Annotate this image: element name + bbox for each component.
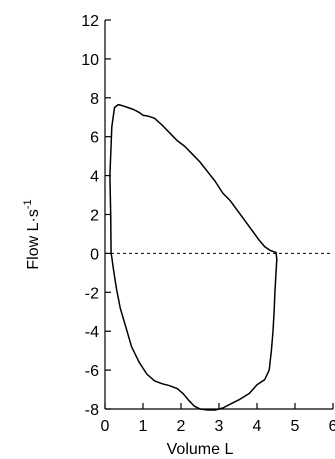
- x-tick-label: 2: [177, 418, 186, 435]
- y-axis-title: Flow L·s-1: [22, 199, 42, 269]
- x-tick-label: 4: [253, 418, 262, 435]
- flow-volume-loop: [109, 103, 278, 411]
- x-tick-label: 6: [329, 418, 335, 435]
- y-tick-label: -2: [85, 285, 99, 302]
- y-tick-label: 2: [90, 208, 99, 225]
- y-tick-label: 4: [90, 169, 99, 186]
- y-tick-label: 8: [90, 91, 99, 108]
- x-tick-label: 3: [215, 418, 224, 435]
- x-tick-label: 5: [291, 418, 300, 435]
- y-axis-title-superscript: -1: [22, 199, 34, 209]
- x-tick-label: 0: [101, 418, 110, 435]
- y-tick-label: 6: [90, 130, 99, 147]
- y-axis: -8 -6 -4 -2 0 2 4 6 8 10 12: [81, 13, 111, 419]
- y-tick-label: 10: [81, 52, 99, 69]
- x-tick-label: 1: [139, 418, 148, 435]
- y-axis-title-main: Flow L·s: [25, 209, 42, 269]
- y-tick-label: 12: [81, 13, 99, 30]
- y-tick-label: -6: [85, 363, 99, 380]
- x-axis: 0 1 2 3 4 5 6: [101, 403, 335, 435]
- x-axis-title: Volume L: [167, 441, 234, 458]
- y-tick-label: -4: [85, 324, 99, 341]
- y-tick-label: -8: [85, 402, 99, 419]
- y-tick-label: 0: [90, 246, 99, 263]
